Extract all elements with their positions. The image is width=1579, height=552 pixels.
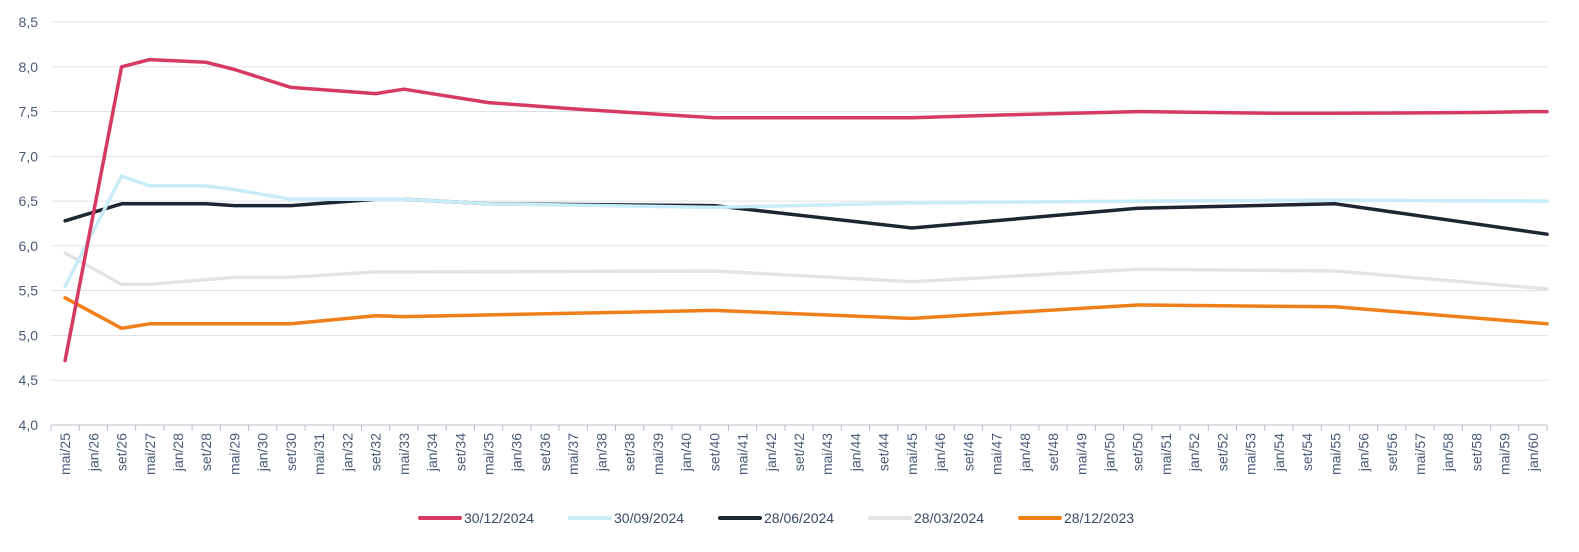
x-tick-label: mai/29 [226, 433, 242, 475]
y-tick-label: 8,0 [19, 59, 39, 75]
x-tick-label: mai/59 [1497, 433, 1513, 475]
x-tick-label: set/48 [1045, 433, 1061, 471]
x-tick-label: mai/47 [989, 433, 1005, 475]
x-tick-label: jan/42 [763, 433, 779, 472]
x-tick-label: mai/53 [1243, 433, 1259, 475]
x-tick-label: set/52 [1214, 433, 1230, 471]
y-tick-label: 4,0 [19, 417, 39, 433]
y-tick-label: 5,0 [19, 327, 39, 343]
legend-label: 28/03/2024 [914, 510, 984, 526]
x-tick-label: jan/28 [170, 433, 186, 472]
x-tick-label: set/26 [114, 433, 130, 471]
x-tick-label: mai/49 [1073, 433, 1089, 475]
y-tick-label: 7,0 [19, 148, 39, 164]
series-line-1 [63, 57, 1549, 363]
y-axis-tick-labels: 4,0 4,5 5,0 5,5 6,0 6,5 7,0 7,5 8,0 8,5 [19, 14, 39, 433]
x-tick-label: set/44 [876, 433, 892, 471]
gridlines [51, 21, 1547, 426]
x-tick-label: mai/43 [819, 433, 835, 475]
y-tick-label: 7,5 [19, 104, 39, 120]
x-tick-label: jan/54 [1271, 433, 1287, 472]
x-tick-label: mai/35 [481, 433, 497, 475]
x-tick-label: jan/36 [509, 433, 525, 472]
x-tick-label: set/32 [368, 433, 384, 471]
x-tick-label: set/46 [960, 433, 976, 471]
x-tick-label: mai/25 [57, 433, 73, 475]
y-tick-label: 4,5 [19, 372, 39, 388]
x-tick-label: jan/50 [1101, 433, 1117, 472]
x-tick-label: mai/39 [650, 433, 666, 475]
x-tick-label: mai/31 [311, 433, 327, 475]
x-tick-label: jan/32 [339, 433, 355, 472]
x-tick-label: set/30 [283, 433, 299, 471]
x-tick-label: mai/27 [142, 433, 158, 475]
series-lines [63, 57, 1549, 363]
x-tick-label: jan/30 [255, 433, 271, 472]
y-tick-label: 6,0 [19, 238, 39, 254]
x-tick-label: set/34 [452, 433, 468, 471]
legend-label: 28/12/2023 [1064, 510, 1134, 526]
x-tick-label: jan/58 [1440, 433, 1456, 472]
x-tick-label: mai/37 [565, 433, 581, 475]
x-tick-label: jan/56 [1356, 433, 1372, 472]
legend-label: 30/09/2024 [614, 510, 684, 526]
x-tick-label: mai/41 [735, 433, 751, 475]
x-tick-label: jan/44 [847, 433, 863, 472]
x-tick-label: jan/34 [424, 433, 440, 472]
x-tick-label: mai/55 [1327, 433, 1343, 475]
x-tick-label: set/36 [537, 433, 553, 471]
x-tick-label: set/54 [1299, 433, 1315, 471]
x-tick-label: set/38 [622, 433, 638, 471]
x-tick-label: jan/46 [932, 433, 948, 472]
x-axis-tick-labels: mai/25 jan/26 set/26 mai/27 jan/28 set/28 mai/… [50, 425, 1548, 475]
x-tick-label: mai/51 [1158, 433, 1174, 475]
series-line-4 [63, 251, 1549, 291]
x-tick-label: set/56 [1384, 433, 1400, 471]
x-tick-label: jan/52 [1186, 433, 1202, 472]
x-tick-label: mai/33 [396, 433, 412, 475]
x-tick-label: jan/48 [1017, 433, 1033, 472]
y-tick-label: 8,5 [19, 14, 39, 30]
x-tick-label: set/42 [791, 433, 807, 471]
x-tick-label: set/28 [198, 433, 214, 471]
x-tick-label: set/40 [706, 433, 722, 471]
series-line-5 [63, 296, 1549, 331]
series-line-2 [63, 174, 1549, 288]
x-tick-label: jan/60 [1525, 433, 1541, 472]
y-tick-label: 5,5 [19, 283, 39, 299]
y-tick-label: 6,5 [19, 193, 39, 209]
legend-label: 30/12/2024 [464, 510, 534, 526]
legend: 30/12/2024 30/09/2024 28/06/2024 28/03/2024… [418, 510, 1134, 526]
x-tick-label: set/58 [1468, 433, 1484, 471]
x-tick-label: jan/26 [85, 433, 101, 472]
x-tick-label: jan/40 [678, 433, 694, 472]
x-tick-label: jan/38 [593, 433, 609, 472]
x-tick-label: set/50 [1130, 433, 1146, 471]
x-tick-label: mai/57 [1412, 433, 1428, 475]
legend-label: 28/06/2024 [764, 510, 834, 526]
x-tick-label: mai/45 [904, 433, 920, 475]
